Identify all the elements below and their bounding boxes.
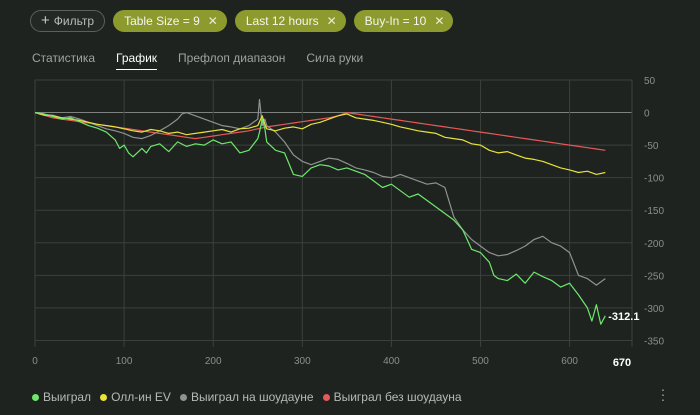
x-tick-label: 0 <box>32 356 38 367</box>
legend-dot <box>179 393 187 401</box>
tab-hand-strength[interactable]: Сила руки <box>306 51 364 65</box>
series-line <box>34 112 606 175</box>
x-tick-label: 500 <box>472 356 489 367</box>
end-value-label: -312.1 <box>608 311 639 323</box>
series-line <box>34 112 606 325</box>
filter-chip-time[interactable]: Last 12 hours ✕ <box>234 10 346 32</box>
y-tick-label: -150 <box>644 206 664 217</box>
x-tick-label: 400 <box>383 356 400 367</box>
legend-dot <box>100 393 108 401</box>
tab-graph[interactable]: График <box>116 51 158 70</box>
add-filter-button[interactable]: + Фильтр <box>30 10 106 32</box>
legend-item-no-showdown[interactable]: Выиграл без шоудауна <box>322 390 462 404</box>
y-tick-label: -250 <box>644 271 664 282</box>
filter-chip-label: Buy-In = 10 <box>364 14 427 28</box>
series-line <box>34 98 606 286</box>
filter-chip-buyin[interactable]: Buy-In = 10 ✕ <box>353 10 454 32</box>
y-tick-label: -300 <box>644 304 664 315</box>
close-icon[interactable]: ✕ <box>434 14 445 28</box>
x-tick-label: 200 <box>205 356 222 367</box>
legend-item-showdown[interactable]: Выиграл на шоудауне <box>179 390 314 404</box>
x-tick-label: 100 <box>116 356 133 367</box>
legend-label: Олл-ин EV <box>111 390 171 404</box>
x-tick-label: 600 <box>561 356 578 367</box>
series-line <box>34 112 606 151</box>
y-tick-label: -50 <box>644 141 659 152</box>
close-icon[interactable]: ✕ <box>207 14 218 28</box>
legend-dot <box>322 393 330 401</box>
y-tick-label: -350 <box>644 336 664 347</box>
y-tick-label: 50 <box>644 76 656 87</box>
chart-legend: Выиграл Олл-ин EV Выиграл на шоудауне Вы… <box>32 390 462 404</box>
y-tick-label: -200 <box>644 239 664 250</box>
legend-item-allin-ev[interactable]: Олл-ин EV <box>100 390 171 404</box>
close-icon[interactable]: ✕ <box>326 14 337 28</box>
tab-statistics[interactable]: Статистика <box>32 51 96 65</box>
more-vertical-icon[interactable]: · · · <box>660 381 666 407</box>
filter-bar: + Фильтр Table Size = 9 ✕ Last 12 hours … <box>30 10 454 32</box>
legend-label: Выиграл без шоудауна <box>333 390 462 404</box>
plus-icon: + <box>41 12 50 29</box>
legend-dot <box>32 393 39 401</box>
legend-label: Выиграл на шоудауне <box>190 390 314 404</box>
x-tick-label: 300 <box>294 356 311 367</box>
legend-label: Выиграл <box>43 390 92 404</box>
legend-item-won[interactable]: Выиграл <box>32 390 91 404</box>
x-end-label: 670 <box>613 357 631 369</box>
tab-preflop-range[interactable]: Префлоп диапазон <box>178 51 286 65</box>
filter-chip-label: Last 12 hours <box>245 14 319 28</box>
y-tick-label: 0 <box>644 109 650 120</box>
y-tick-label: -100 <box>644 174 664 185</box>
tab-bar: Статистика График Префлоп диапазон Сила … <box>32 51 363 70</box>
filter-chip-table-size[interactable]: Table Size = 9 ✕ <box>113 10 227 32</box>
filter-chip-label: Table Size = 9 <box>124 14 200 28</box>
add-filter-label: Фильтр <box>53 14 95 28</box>
